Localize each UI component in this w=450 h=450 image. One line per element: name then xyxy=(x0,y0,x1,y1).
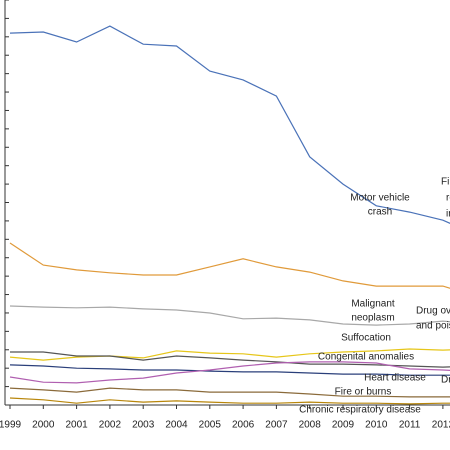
annotation: Drowning xyxy=(441,375,450,386)
annotation: Motor vehicle xyxy=(350,193,410,204)
x-tick-label: 2010 xyxy=(365,420,388,431)
series-line xyxy=(10,351,450,368)
annotation: Malignant xyxy=(351,299,395,310)
x-tick-label: 2002 xyxy=(99,420,122,431)
x-tick-label: 2006 xyxy=(232,420,255,431)
x-tick-label: 2004 xyxy=(165,420,188,431)
annotation: Heart disease xyxy=(364,373,426,384)
annotation: neoplasm xyxy=(351,313,394,324)
series-line xyxy=(9,305,450,326)
annotation: Congenital anomalies xyxy=(318,352,414,363)
series-line xyxy=(9,387,450,398)
series-line xyxy=(9,348,450,361)
annotation: injury xyxy=(446,209,450,220)
series-line xyxy=(9,242,450,289)
annotation: Chronic respiratory disease xyxy=(299,405,421,416)
annotation: crash xyxy=(368,207,392,218)
x-tick-label: 2012 xyxy=(432,420,450,431)
annotation: Drug overdose xyxy=(416,306,450,317)
annotation: Suffocation xyxy=(341,333,391,344)
x-tick-label: 2009 xyxy=(332,420,355,431)
x-tick-label: 2000 xyxy=(32,420,55,431)
annotation: and poisoning xyxy=(416,321,450,332)
x-tick-label: 2011 xyxy=(399,420,421,431)
x-tick-label: 2001 xyxy=(65,420,88,431)
annotation: Fire or burns xyxy=(335,387,392,398)
x-tick-label: 2008 xyxy=(299,420,322,431)
x-tick-label: 1999 xyxy=(0,420,22,431)
series-line xyxy=(9,364,450,376)
annotation: related xyxy=(446,193,450,204)
x-tick-label: 2007 xyxy=(265,420,288,431)
x-tick-label: 2005 xyxy=(199,420,222,431)
series-line xyxy=(9,361,450,384)
annotation: Firearm- xyxy=(441,177,450,188)
x-tick-label: 2003 xyxy=(132,420,155,431)
series-line xyxy=(9,397,450,405)
series-line xyxy=(9,25,450,224)
